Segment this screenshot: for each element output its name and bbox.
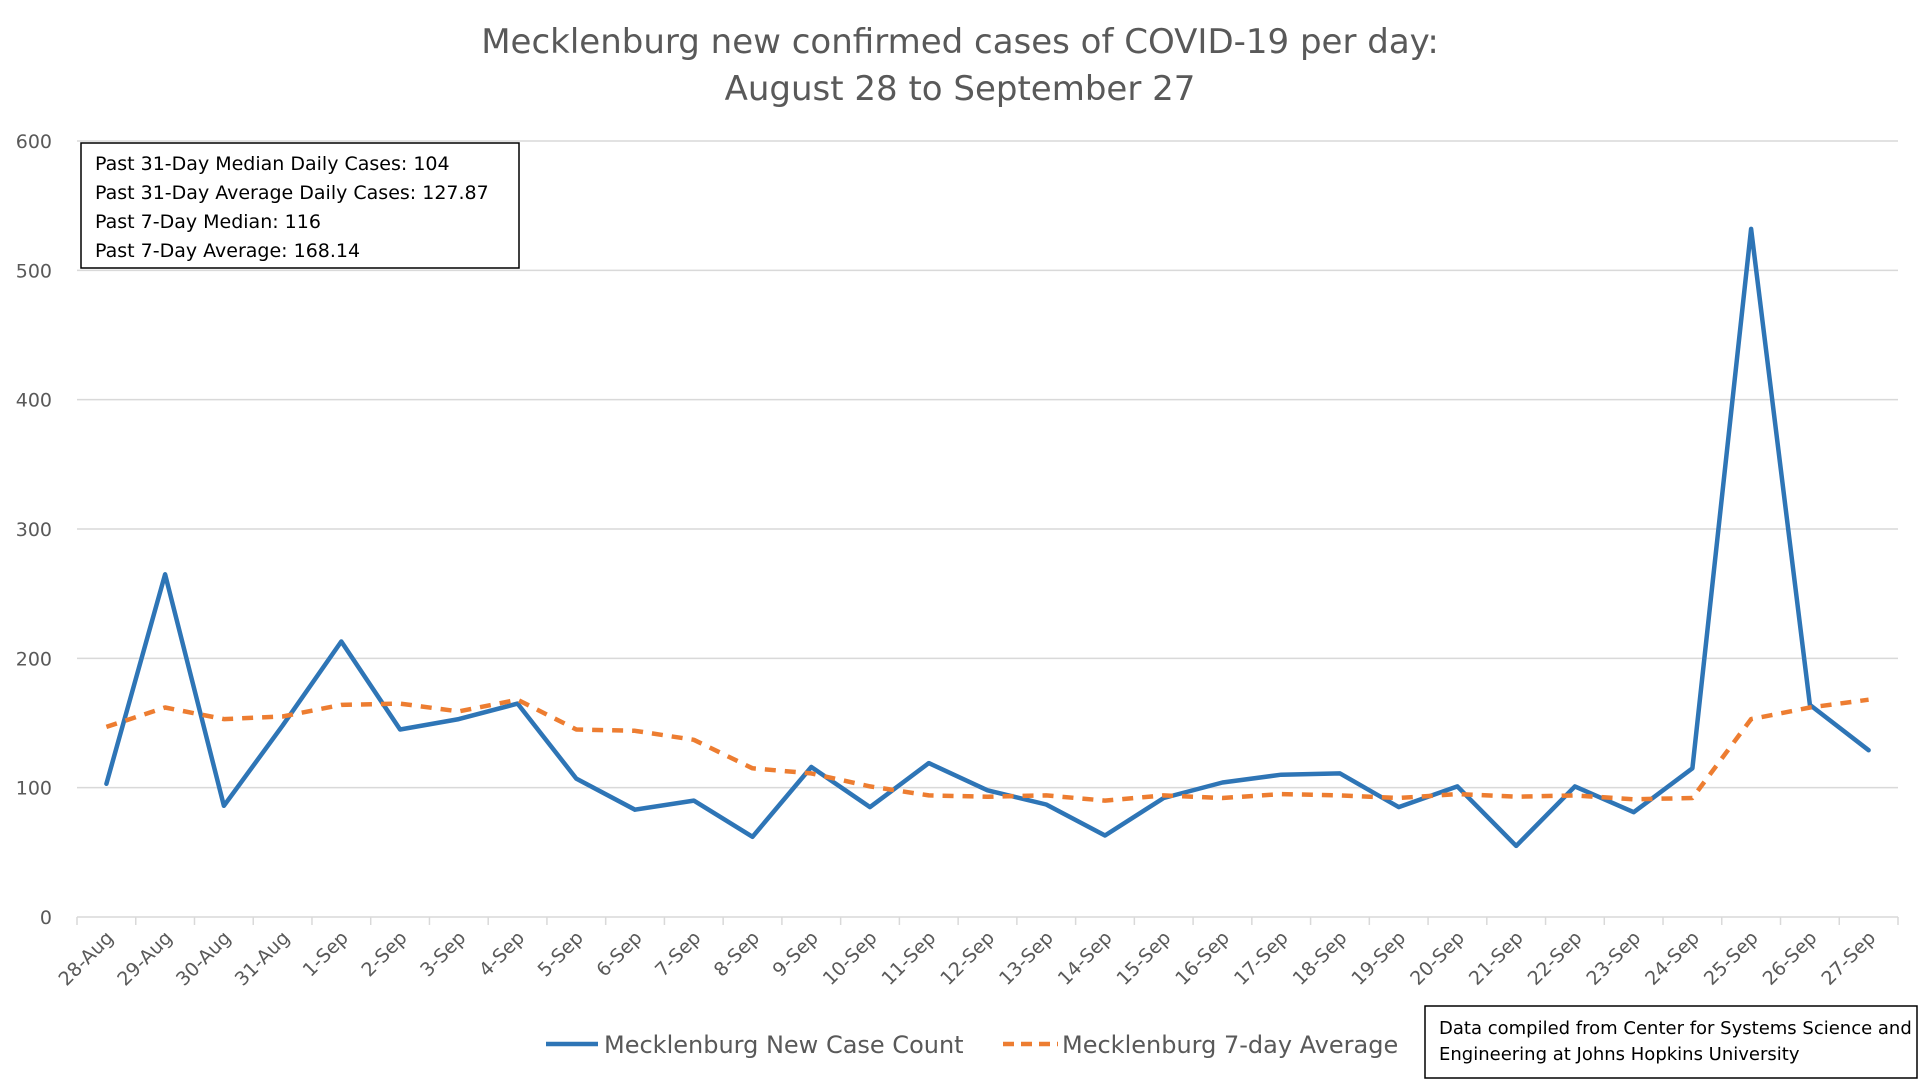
y-tick-label: 200 bbox=[16, 648, 52, 670]
y-tick-label: 600 bbox=[16, 131, 52, 153]
x-tick-label: 1-Sep bbox=[299, 927, 353, 981]
series-lines bbox=[104, 226, 1871, 849]
y-tick-label: 100 bbox=[16, 778, 52, 800]
x-tick-label: 11-Sep bbox=[877, 927, 940, 990]
y-tick-label: 400 bbox=[16, 390, 52, 412]
x-axis bbox=[76, 916, 1899, 925]
source-note-line: Data compiled from Center for Systems Sc… bbox=[1439, 1018, 1912, 1039]
x-tick-label: 26-Sep bbox=[1759, 927, 1822, 990]
series-line-7-day-average bbox=[105, 697, 1869, 803]
x-tick-label: 7-Sep bbox=[651, 927, 705, 981]
chart-subtitle: August 28 to September 27 bbox=[725, 69, 1196, 109]
source-note-border bbox=[1424, 1005, 1918, 1079]
x-tick-label: 3-Sep bbox=[416, 927, 470, 981]
x-tick-label: 14-Sep bbox=[1054, 927, 1117, 990]
gridlines bbox=[77, 140, 1898, 789]
legend-label-new-case-count: Mecklenburg New Case Count bbox=[604, 1031, 964, 1059]
x-tick-label: 25-Sep bbox=[1700, 927, 1763, 990]
x-tick-label: 17-Sep bbox=[1230, 927, 1293, 990]
x-tick-label: 31-Aug bbox=[231, 927, 294, 990]
x-tick-label: 23-Sep bbox=[1582, 927, 1645, 990]
source-note: Data compiled from Center for Systems Sc… bbox=[1424, 1005, 1918, 1079]
x-tick-label: 5-Sep bbox=[534, 927, 588, 981]
x-tick-label: 27-Sep bbox=[1817, 927, 1880, 990]
chart-title: Mecklenburg new confirmed cases of COVID… bbox=[481, 22, 1439, 62]
x-tick-label: 20-Sep bbox=[1406, 927, 1469, 990]
stats-box: Past 31-Day Median Daily Cases: 104 Past… bbox=[80, 142, 520, 269]
source-note-line: Engineering at Johns Hopkins University bbox=[1439, 1044, 1800, 1065]
x-tick-label: 24-Sep bbox=[1641, 927, 1704, 990]
legend-label-7-day-average: Mecklenburg 7-day Average bbox=[1062, 1031, 1398, 1059]
x-tick-label: 15-Sep bbox=[1112, 927, 1175, 990]
stats-box-border bbox=[80, 142, 520, 269]
x-tick-label: 19-Sep bbox=[1347, 927, 1410, 990]
y-axis-tick-labels: 0 100 200 300 400 500 600 bbox=[16, 131, 52, 929]
y-tick-label: 0 bbox=[40, 907, 52, 929]
stats-box-line: Past 7-Day Average: 168.14 bbox=[95, 240, 360, 262]
x-tick-label: 21-Sep bbox=[1465, 927, 1528, 990]
x-tick-label: 29-Aug bbox=[113, 927, 176, 990]
x-tick-label: 9-Sep bbox=[769, 927, 823, 981]
x-tick-label: 13-Sep bbox=[995, 927, 1058, 990]
series-line-new-case-count bbox=[104, 226, 1871, 849]
stats-box-line: Past 31-Day Average Daily Cases: 127.87 bbox=[95, 182, 489, 204]
x-tick-label: 6-Sep bbox=[592, 927, 646, 981]
x-tick-label: 4-Sep bbox=[475, 927, 529, 981]
legend: Mecklenburg New Case Count Mecklenburg 7… bbox=[546, 1031, 1398, 1059]
x-tick-label: 18-Sep bbox=[1289, 927, 1352, 990]
x-tick-label: 8-Sep bbox=[710, 927, 764, 981]
x-tick-label: 2-Sep bbox=[357, 927, 411, 981]
x-tick-label: 30-Aug bbox=[172, 927, 235, 990]
y-tick-label: 300 bbox=[16, 519, 52, 541]
y-tick-label: 500 bbox=[16, 260, 52, 282]
x-tick-label: 10-Sep bbox=[819, 927, 882, 990]
x-tick-label: 16-Sep bbox=[1171, 927, 1234, 990]
x-tick-label: 12-Sep bbox=[936, 927, 999, 990]
stats-box-line: Past 31-Day Median Daily Cases: 104 bbox=[95, 153, 450, 175]
x-tick-label: 28-Aug bbox=[54, 927, 117, 990]
stats-box-line: Past 7-Day Median: 116 bbox=[95, 211, 321, 233]
x-tick-label: 22-Sep bbox=[1524, 927, 1587, 990]
